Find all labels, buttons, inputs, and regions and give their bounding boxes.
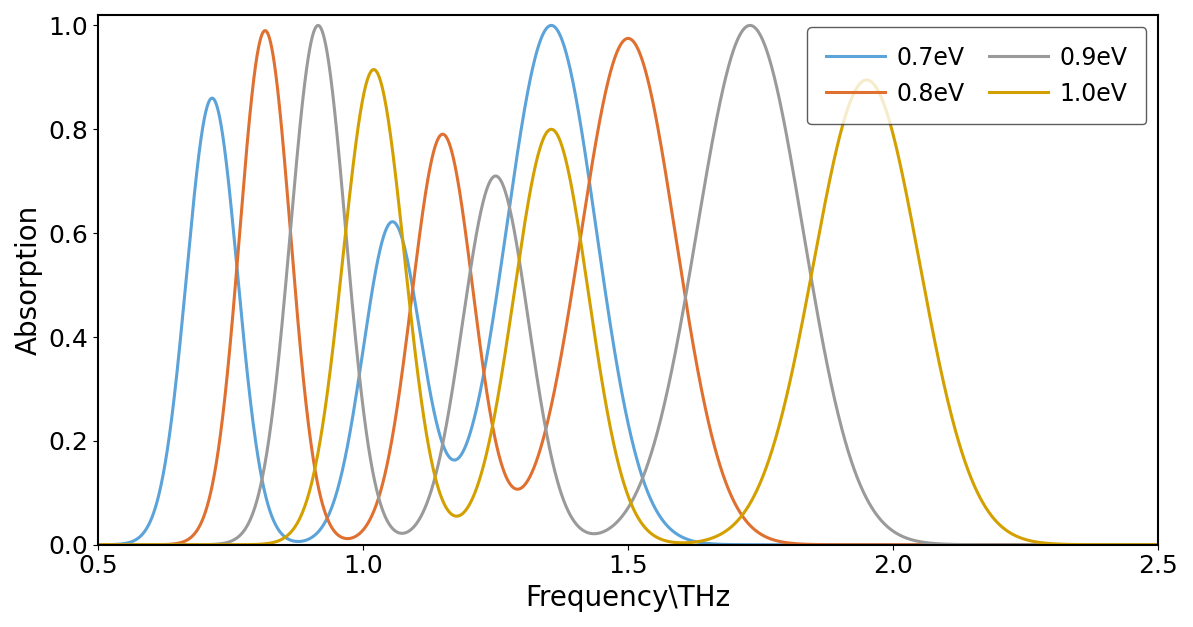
Y-axis label: Absorption: Absorption — [16, 205, 43, 355]
0.9eV — [517, 283, 531, 290]
1.0eV — [759, 465, 773, 472]
0.7eV — [293, 537, 308, 545]
Line: 0.8eV: 0.8eV — [98, 31, 1193, 545]
Line: 0.9eV: 0.9eV — [98, 26, 1193, 545]
0.8eV — [258, 27, 272, 34]
1.0eV — [1006, 531, 1020, 539]
Line: 1.0eV: 1.0eV — [98, 70, 1193, 545]
1.0eV — [815, 214, 829, 221]
0.8eV — [922, 541, 937, 549]
0.8eV — [815, 541, 829, 549]
0.7eV — [517, 112, 531, 120]
0.8eV — [759, 533, 773, 540]
0.8eV — [517, 482, 531, 490]
0.9eV — [1006, 541, 1020, 549]
0.8eV — [91, 541, 105, 549]
1.0eV — [922, 307, 937, 315]
X-axis label: Frequency\THz: Frequency\THz — [525, 584, 731, 612]
1.0eV — [91, 541, 105, 549]
0.9eV — [743, 22, 758, 29]
1.0eV — [517, 226, 531, 234]
0.8eV — [293, 346, 308, 354]
0.9eV — [293, 119, 308, 127]
0.7eV — [1006, 541, 1020, 549]
0.7eV — [759, 541, 773, 549]
Legend: 0.7eV, 0.8eV, 0.9eV, 1.0eV: 0.7eV, 0.8eV, 0.9eV, 1.0eV — [808, 27, 1146, 124]
0.9eV — [922, 539, 937, 547]
0.7eV — [922, 541, 937, 549]
0.7eV — [544, 22, 558, 29]
0.9eV — [759, 45, 773, 52]
0.9eV — [91, 541, 105, 549]
1.0eV — [366, 66, 381, 73]
0.7eV — [815, 541, 829, 549]
0.9eV — [815, 335, 829, 343]
0.7eV — [91, 541, 105, 549]
1.0eV — [293, 514, 308, 521]
0.8eV — [1006, 541, 1020, 549]
Line: 0.7eV: 0.7eV — [98, 26, 1193, 545]
